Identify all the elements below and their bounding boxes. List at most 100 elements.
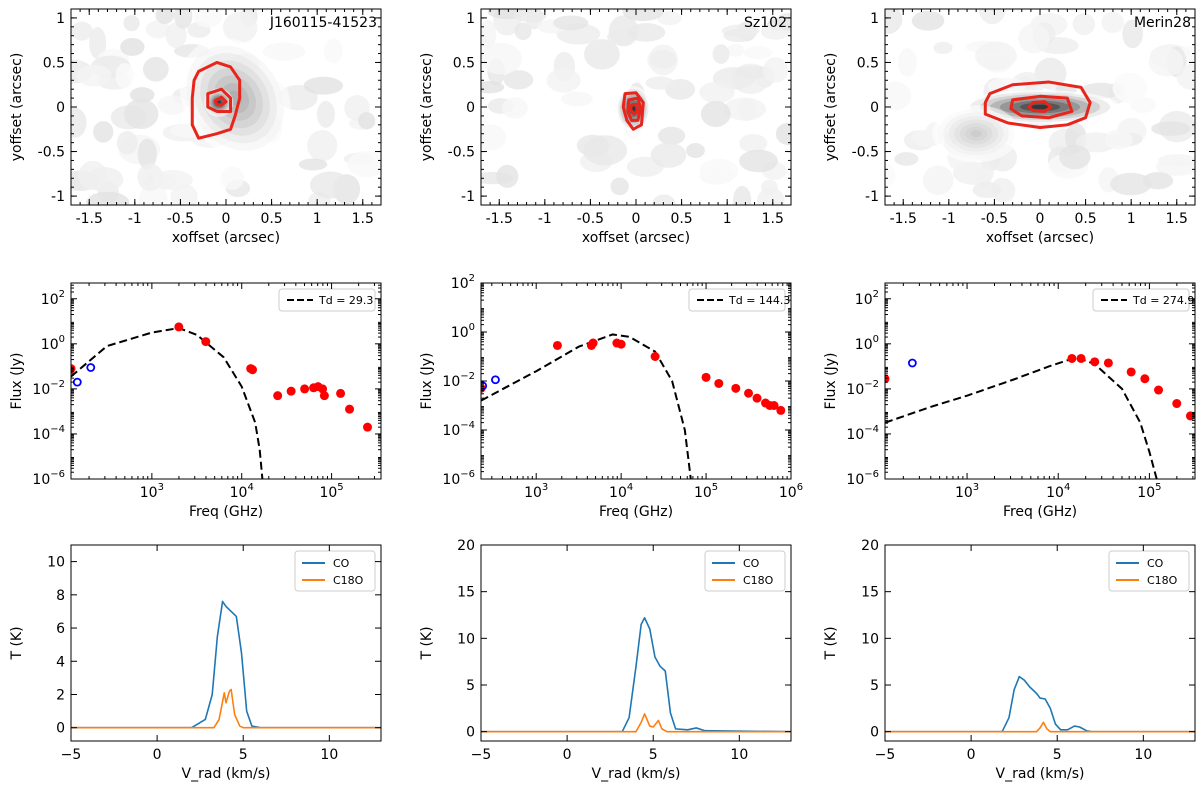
image-J160115-41523: J160115-41523 -1.5 -1 -0.5 0 0.5 1 1.5 -1 -0.5 0 0.… [9,8,382,246]
x-tick-label: 0.5 [670,211,692,227]
noise-patch [657,126,686,145]
noise-patch [898,48,917,77]
x-axis-label: Freq (GHz) [599,504,673,520]
noise-patch [546,68,581,93]
y-tick-label: 102 [41,289,65,308]
noise-patch [303,76,344,95]
y-axis-label: T (K) [419,626,435,660]
x-tick-label: -0.5 [577,211,604,227]
legend: CO C18O [1108,550,1190,592]
y-tick-label: 0.5 [43,55,65,71]
noise-patch [1176,63,1195,90]
x-tick-label: -1.5 [76,211,103,227]
noise-patch [309,171,351,199]
noise-patch [123,98,159,130]
x-tick-label: 10 [730,747,748,763]
x-tick-label: -1 [538,211,552,227]
noise-patch [727,43,745,57]
x-tick-label: 1 [723,211,732,227]
x-tick-label: -1 [128,211,142,227]
noise-patch [298,158,328,171]
y-tick-label: 0 [870,100,879,116]
plot-area [481,616,791,733]
noise-patch [775,122,791,146]
x-axis-label: V_rad (km/s) [592,766,681,782]
noise-patch [86,191,130,205]
detection-point [552,340,562,350]
y-tick-label: 20 [457,538,475,554]
detection-point [201,337,211,347]
legend-label: CO [1147,557,1164,570]
y-axis-label: T (K) [823,626,839,660]
noise-patch [347,151,381,178]
blackbody-model-line [71,327,264,479]
noise-patch [123,15,140,32]
contour-line [213,95,228,107]
noise-patch [1112,72,1148,103]
noise-patch [723,28,754,43]
noise-patch [657,11,682,26]
y-tick-label: 6 [56,621,65,637]
noise-patch [120,38,145,56]
x-tick-label: 104 [1046,482,1070,501]
y-tick-label: 0.5 [857,55,879,71]
noise-patch [116,130,138,155]
y-tick-label: 10 [457,631,475,647]
noise-patch [911,10,945,31]
y-axis-label: T (K) [9,626,25,660]
x-tick-label: 5 [1053,747,1062,763]
noise-patch [1018,23,1050,54]
y-tick-label: 10−2 [846,379,879,398]
series-line-c18o [481,713,791,733]
y-tick-label: 100 [41,334,65,353]
detection-point [769,401,779,410]
noise-patch [145,20,171,39]
plot-area [885,675,1195,733]
y-tick-label: 102 [451,273,475,292]
noise-patch [1148,47,1184,77]
noise-patch [137,138,157,170]
noise-patch [496,164,519,188]
y-tick-label: 10 [861,631,879,647]
x-tick-label: −5 [471,747,492,763]
contour-line [983,80,1092,129]
plot-frame [480,544,792,742]
x-tick-label: 0 [632,211,641,227]
noise-patch [1101,11,1124,34]
legend: CO C18O [294,550,376,592]
noise-patch [645,76,675,90]
detection-point [300,384,310,394]
detection-point [1126,367,1136,377]
noise-patch [584,39,620,70]
detection-point [1090,357,1100,367]
noise-patch [933,41,953,55]
x-tick-label: 103 [524,482,548,501]
noise-patch [481,124,507,151]
x-axis-label: xoffset (arcsec) [582,230,690,246]
x-tick-label: −5 [61,747,82,763]
noise-patch [193,9,222,28]
detection-point [650,352,660,361]
x-tick-label: 1.5 [352,211,374,227]
noise-patch [756,187,785,205]
noise-patch [115,62,134,89]
legend: CO C18O [704,550,786,592]
noise-patch [723,97,766,121]
source-name: Sz102 [744,15,787,31]
legend-box [688,288,786,312]
legend-label: Td = 29.3 [318,294,373,307]
y-tick-label: 5 [870,678,879,694]
noise-patch [152,169,193,190]
legend-label: CO [333,557,350,570]
x-axis-label: xoffset (arcsec) [986,230,1094,246]
noise-patch [174,9,193,29]
image-Merin28: Merin28 -1.5 -1 -0.5 0 0.5 1 1.5 -1 -0.5 0 0.5 1 xoff… [823,8,1196,246]
x-tick-label: 1 [313,211,322,227]
x-tick-label: 106 [779,482,803,501]
noise-patch [583,135,628,166]
detection-point [1076,353,1086,363]
y-tick-label: -1 [51,189,65,205]
contour-line [621,91,645,131]
open-point [907,358,917,368]
noise-patch [1072,13,1096,36]
